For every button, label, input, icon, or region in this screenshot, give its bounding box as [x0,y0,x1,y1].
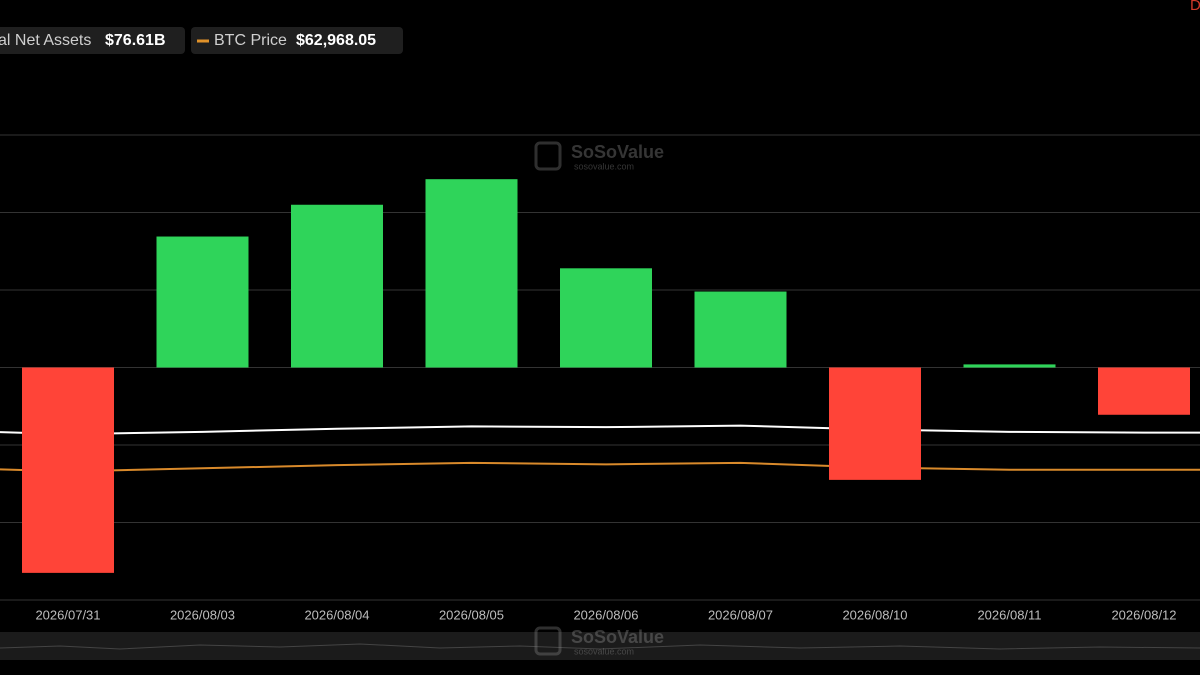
legend-name: al Net Assets [0,32,91,49]
navigator-watermark: SoSoValue sosovalue.com [534,626,664,656]
watermark-title: SoSoValue [571,627,664,647]
bar [156,236,249,368]
series-line [0,424,1200,436]
watermark-logo [534,141,562,171]
watermark: SoSoValue sosovalue.com [534,141,664,171]
navigator [0,632,1200,660]
series-line [0,461,1200,473]
x-tick-label: 2026/08/10 [842,607,907,622]
x-tick-label: 2026/08/05 [439,607,504,622]
navigator-line [0,643,1200,650]
legend-name: BTC Price [214,32,287,49]
legend-value: $76.61B [105,32,166,49]
bar [425,179,518,368]
legend-value: $62,968.05 [296,32,376,49]
x-tick-label: 2026/08/06 [573,607,638,622]
legend-box [0,27,185,54]
bar [1098,367,1190,415]
bar [22,367,114,573]
legend-box [191,27,403,54]
watermark-subtitle: sosovalue.com [574,161,634,171]
x-tick-label: 2026/08/07 [708,607,773,622]
bar [829,367,921,480]
bar [291,204,383,368]
x-tick-label: 2026/08/04 [304,607,369,622]
watermark-subtitle: sosovalue.com [574,646,634,656]
x-tick-label: 2026/08/12 [1111,607,1176,622]
bar [963,364,1056,368]
x-tick-label: 2026/08/11 [977,607,1041,622]
bar [694,291,787,368]
watermark-logo [534,626,562,656]
bar [560,268,652,368]
watermark-title: SoSoValue [571,142,664,162]
x-tick-label: 2026/07/31 [35,607,100,622]
x-tick-label: 2026/08/03 [170,607,235,622]
corner-label: D [1190,0,1200,14]
